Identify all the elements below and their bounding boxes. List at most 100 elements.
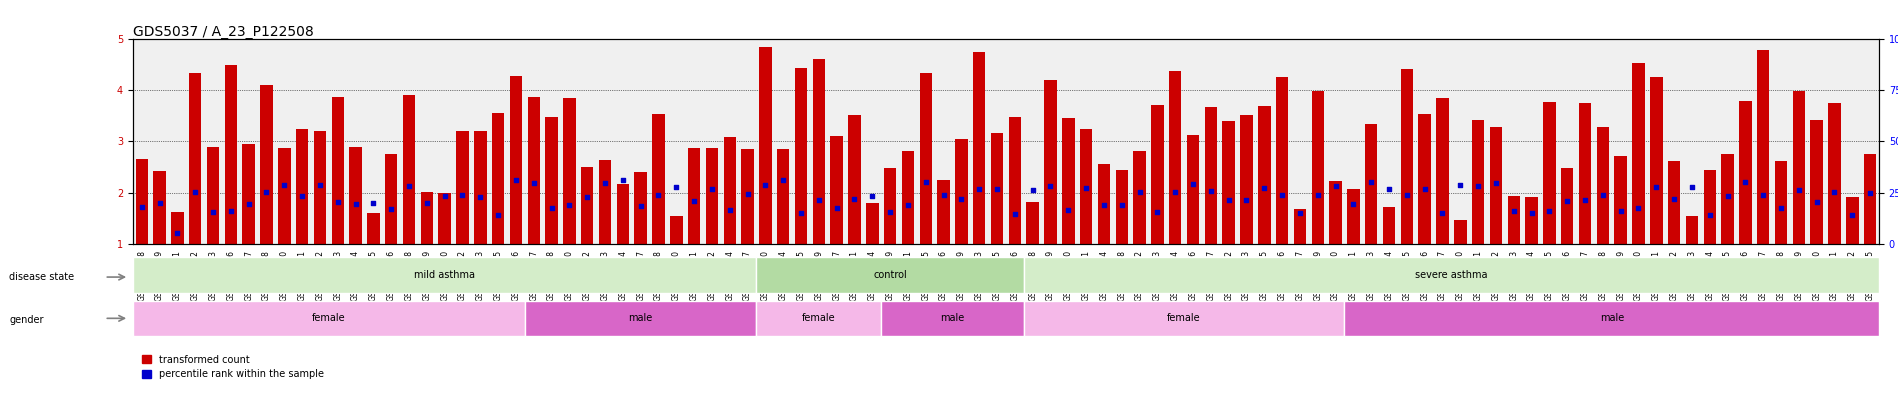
Text: severe asthma: severe asthma <box>1416 270 1488 280</box>
FancyBboxPatch shape <box>757 301 881 336</box>
Point <box>251 189 281 195</box>
Point <box>1676 184 1706 190</box>
Bar <box>598 160 611 244</box>
Point <box>1837 211 1868 218</box>
Bar <box>1312 90 1325 244</box>
Point <box>1480 180 1511 186</box>
Bar <box>349 147 363 244</box>
Bar <box>1579 103 1591 244</box>
Bar <box>1704 170 1716 244</box>
Point <box>1249 185 1279 191</box>
Point <box>1553 198 1583 204</box>
Bar <box>1401 70 1414 244</box>
Point <box>679 198 710 205</box>
Bar <box>1471 120 1484 244</box>
Point <box>822 205 852 211</box>
Bar <box>1685 216 1699 244</box>
Point <box>429 193 459 199</box>
Bar <box>1758 50 1769 244</box>
Bar <box>1080 129 1093 244</box>
Bar <box>224 65 237 244</box>
Point <box>1499 208 1530 214</box>
Bar <box>742 149 754 244</box>
Point <box>465 194 495 200</box>
Point <box>1355 179 1386 185</box>
Bar <box>421 191 433 244</box>
Point <box>1463 183 1494 189</box>
Point <box>1089 202 1120 208</box>
Point <box>1285 209 1315 216</box>
Point <box>482 212 512 219</box>
Bar <box>1186 134 1200 244</box>
Point <box>1731 179 1761 185</box>
Point <box>1321 183 1351 189</box>
Bar <box>1560 168 1573 244</box>
Point <box>306 182 336 188</box>
Bar <box>545 117 558 244</box>
Bar <box>1116 171 1127 244</box>
Bar <box>1596 127 1610 244</box>
Bar <box>776 149 790 244</box>
Point <box>1623 205 1653 211</box>
Bar <box>1507 196 1520 244</box>
Point <box>180 189 211 195</box>
Point <box>1070 184 1101 191</box>
Bar <box>653 114 664 244</box>
Bar <box>1275 77 1289 244</box>
Point <box>1642 184 1672 190</box>
Bar <box>974 52 985 244</box>
Point <box>981 186 1012 192</box>
Bar <box>1490 127 1501 244</box>
Legend: transformed count, percentile rank within the sample: transformed count, percentile rank withi… <box>139 351 328 383</box>
Point <box>216 208 247 214</box>
Bar <box>831 136 843 244</box>
Bar <box>1329 181 1342 244</box>
Point <box>144 200 175 206</box>
FancyBboxPatch shape <box>526 301 757 336</box>
Bar <box>402 95 416 244</box>
Point <box>1143 208 1173 215</box>
Point <box>1338 200 1368 207</box>
Point <box>1053 206 1084 213</box>
Bar <box>1133 151 1146 244</box>
Text: female: female <box>803 313 835 323</box>
Point <box>395 183 425 189</box>
Bar <box>865 203 879 244</box>
Bar <box>884 168 896 244</box>
Bar <box>1828 103 1841 244</box>
Bar <box>1721 154 1733 244</box>
Point <box>1213 196 1243 203</box>
FancyBboxPatch shape <box>133 301 526 336</box>
Point <box>590 180 621 186</box>
Point <box>1801 199 1832 205</box>
Bar <box>1097 163 1110 244</box>
Bar <box>171 212 184 244</box>
Point <box>697 186 727 193</box>
Bar <box>706 149 717 244</box>
Bar <box>1348 189 1359 244</box>
Point <box>1695 212 1725 219</box>
Bar <box>332 97 344 244</box>
Point <box>1712 193 1742 199</box>
Bar <box>1294 209 1306 244</box>
Point <box>340 201 370 208</box>
Point <box>1748 192 1778 198</box>
Bar <box>1008 117 1021 244</box>
Point <box>1107 202 1137 208</box>
Point <box>1765 205 1796 211</box>
Point <box>1179 181 1209 187</box>
Text: mild asthma: mild asthma <box>414 270 474 280</box>
FancyBboxPatch shape <box>133 257 757 293</box>
Point <box>501 177 531 184</box>
Bar <box>1668 161 1680 244</box>
Text: disease state: disease state <box>9 272 74 282</box>
Bar <box>1205 107 1217 244</box>
Point <box>1000 211 1031 217</box>
Bar <box>670 215 683 244</box>
Bar <box>1792 91 1805 244</box>
Point <box>1374 185 1405 192</box>
Point <box>964 185 995 192</box>
Point <box>1444 182 1475 188</box>
Point <box>1268 192 1298 198</box>
Bar <box>492 113 505 244</box>
